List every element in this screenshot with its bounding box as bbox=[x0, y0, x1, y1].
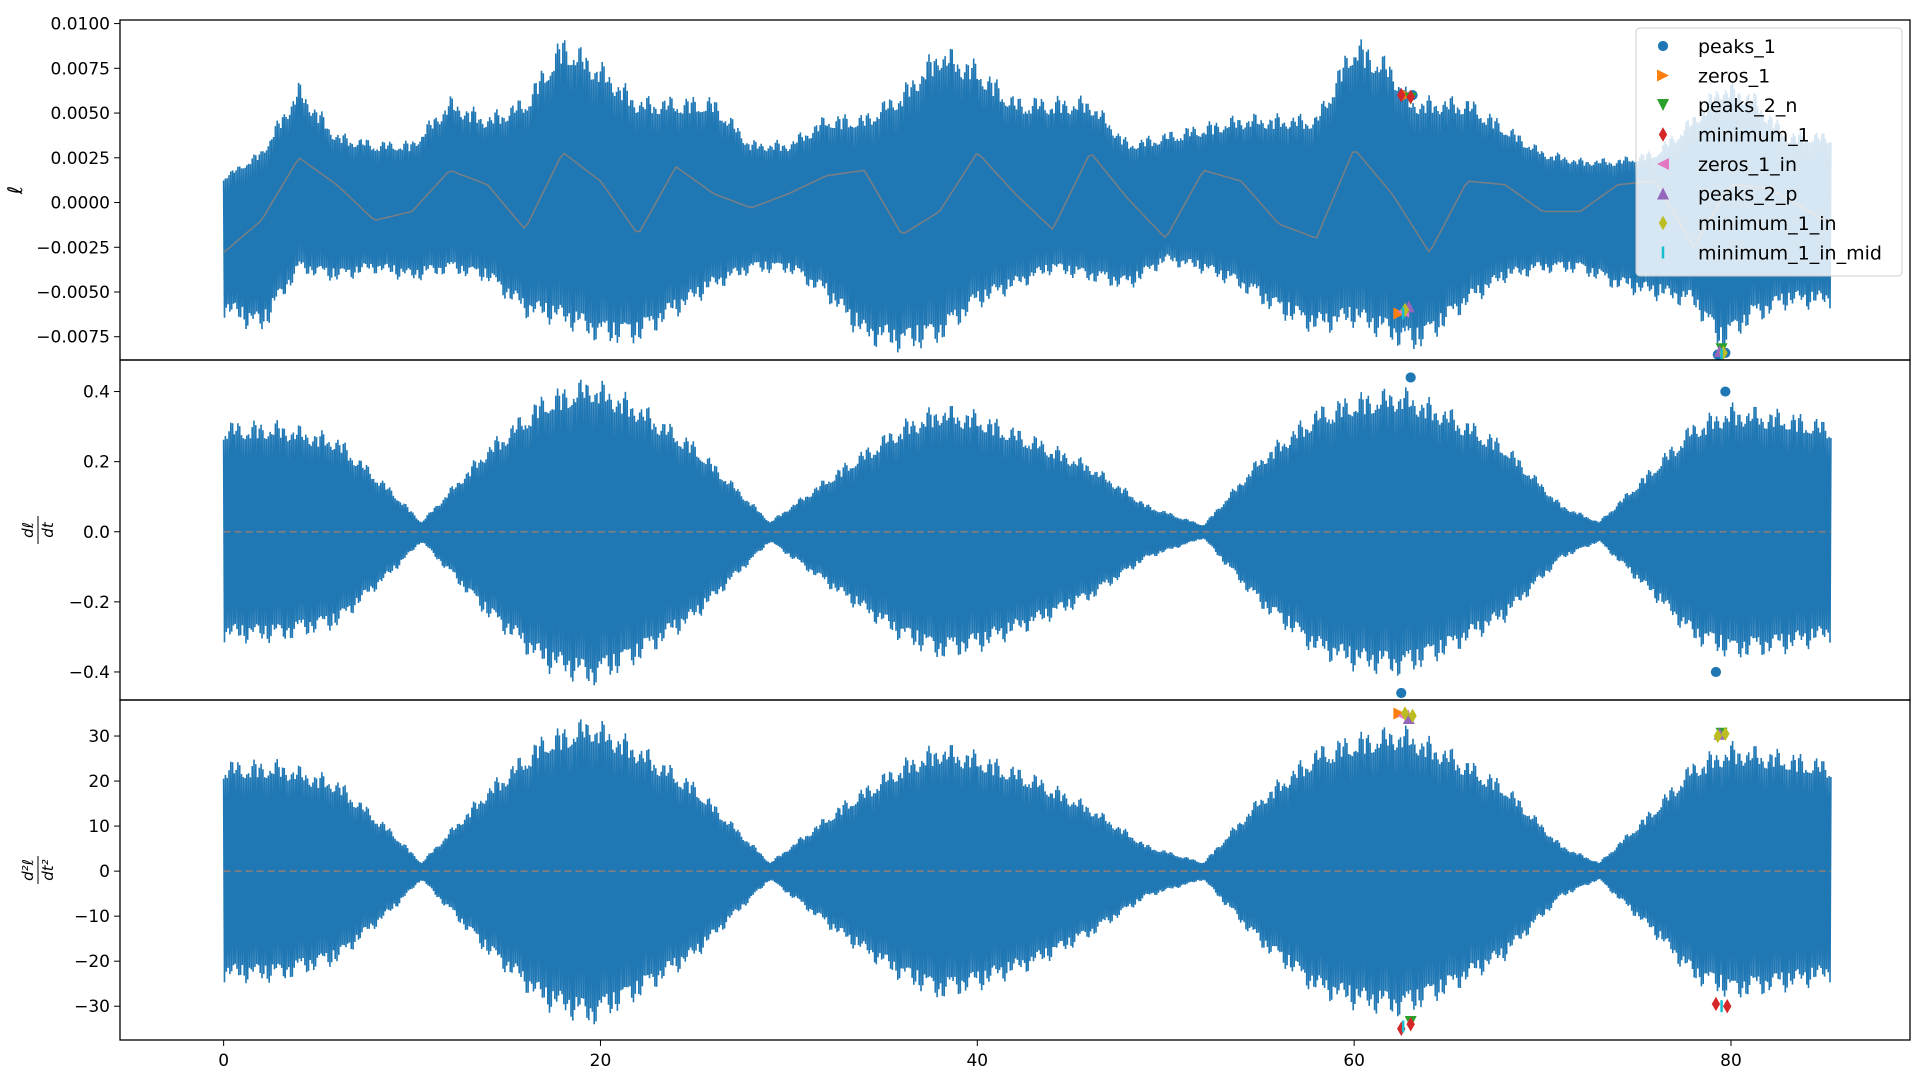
legend-marker-minimum_1 bbox=[1658, 127, 1668, 142]
marker-minimum_1 bbox=[1406, 1017, 1415, 1032]
y-tick-label: −10 bbox=[74, 907, 110, 927]
y-tick-label: 0.0000 bbox=[51, 194, 110, 214]
y-tick-label: −30 bbox=[74, 997, 110, 1017]
y-axis-label: dℓ dt bbox=[19, 516, 57, 544]
y-tick-label: 0.0 bbox=[83, 523, 110, 543]
y-tick-label: 0.0100 bbox=[51, 15, 110, 35]
marker-minimum_1 bbox=[1406, 89, 1415, 105]
legend-marker-peaks_1 bbox=[1657, 40, 1669, 52]
series-oscillation bbox=[222, 379, 1832, 686]
panel-ell: −0.0075 −0.0050 −0.0025 0.0000 0.0025 0.0050 0… bbox=[3, 15, 1911, 361]
x-tick-label: 60 bbox=[1343, 1051, 1365, 1071]
legend-marker-peaks_2_p bbox=[1657, 187, 1669, 200]
legend-label: zeros_1 bbox=[1698, 66, 1770, 88]
plot-area bbox=[222, 372, 1832, 699]
x-tick-label: 80 bbox=[1720, 1051, 1742, 1071]
y-tick-label: 0.4 bbox=[83, 383, 110, 403]
panel-dell-dt: −0.4 −0.2 0.0 0.2 0.4 dℓ dt bbox=[19, 359, 1911, 701]
series-trend-line bbox=[223, 151, 1826, 254]
legend-marker-zeros_1_in bbox=[1657, 158, 1669, 170]
marker-minimum_1_in bbox=[1713, 728, 1723, 744]
axes-frame bbox=[119, 699, 1911, 1041]
marker-peaks_1 bbox=[1710, 666, 1722, 678]
legend-box bbox=[1635, 27, 1903, 277]
marker-minimum_1_in bbox=[1721, 726, 1730, 741]
y-tick-label: −0.0050 bbox=[36, 283, 110, 303]
y-tick-label: 0.0025 bbox=[51, 149, 110, 169]
legend-marker-peaks_2_n bbox=[1657, 99, 1669, 111]
legend-label: peaks_2_p bbox=[1698, 184, 1797, 206]
legend-marker-zeros_1 bbox=[1657, 69, 1669, 82]
y-axis-label-numerator: dℓ bbox=[19, 522, 37, 538]
series-oscillation bbox=[222, 719, 1832, 1025]
plot-area bbox=[222, 706, 1832, 1036]
y-tick-label: −0.0075 bbox=[36, 328, 110, 348]
x-tick-label: 40 bbox=[966, 1051, 988, 1071]
marker-peaks_1 bbox=[1405, 372, 1416, 383]
panel-d2ell-dt2: −30 −20 −10 0 10 20 30 0 20 40 60 80 d²ℓ dt² bbox=[19, 699, 1911, 1071]
y-axis-label-denominator: dt bbox=[39, 521, 57, 538]
marker-minimum_1 bbox=[1397, 87, 1406, 103]
x-tick-label: 20 bbox=[590, 1051, 612, 1071]
marker-minimum_1_in bbox=[1400, 302, 1410, 318]
marker-peaks_1 bbox=[1396, 687, 1407, 699]
marker-zeros_1 bbox=[1393, 707, 1406, 720]
x-tick-label: 0 bbox=[218, 1051, 229, 1071]
legend-label: peaks_1 bbox=[1698, 36, 1776, 58]
marker-zeros_1 bbox=[1393, 307, 1406, 320]
legend-label: minimum_1_in_mid bbox=[1698, 243, 1882, 265]
legend-label: zeros_1_in bbox=[1698, 154, 1797, 176]
y-axis-label: ℓ bbox=[3, 186, 27, 195]
y-tick-label: −0.4 bbox=[69, 663, 110, 683]
y-tick-label: 0.0075 bbox=[51, 59, 110, 79]
y-tick-label: 0.0050 bbox=[51, 104, 110, 124]
y-tick-label: −20 bbox=[74, 952, 110, 972]
y-tick-label: 0 bbox=[99, 862, 110, 882]
marker-minimum_1_in bbox=[1408, 708, 1417, 723]
y-axis-label-denominator: dt² bbox=[39, 859, 57, 880]
plot-area bbox=[222, 39, 1832, 360]
legend-label: minimum_1_in bbox=[1698, 213, 1837, 235]
y-tick-label: 0.2 bbox=[83, 453, 110, 473]
y-tick-label: −0.0025 bbox=[36, 238, 110, 258]
marker-minimum_1 bbox=[1711, 996, 1721, 1012]
legend-marker-minimum_1_in bbox=[1658, 215, 1668, 231]
y-axis-label: d²ℓ dt² bbox=[19, 856, 57, 884]
marker-minimum_1 bbox=[1723, 999, 1732, 1014]
legend-label: minimum_1 bbox=[1698, 125, 1810, 147]
y-axis-label-numerator: d²ℓ bbox=[19, 859, 37, 881]
y-tick-label: 10 bbox=[88, 817, 110, 837]
legend-label: peaks_2_n bbox=[1698, 95, 1797, 117]
marker-minimum_1_in bbox=[1400, 706, 1410, 721]
y-tick-label: 30 bbox=[88, 727, 110, 747]
legend: peaks_1 zeros_1 peaks_2_n minimum_1 zeros_1_… bbox=[1635, 27, 1903, 277]
marker-peaks_1 bbox=[1720, 386, 1731, 397]
series-oscillation bbox=[222, 39, 1832, 353]
y-tick-label: −0.2 bbox=[69, 593, 110, 613]
y-tick-label: 20 bbox=[88, 772, 110, 792]
